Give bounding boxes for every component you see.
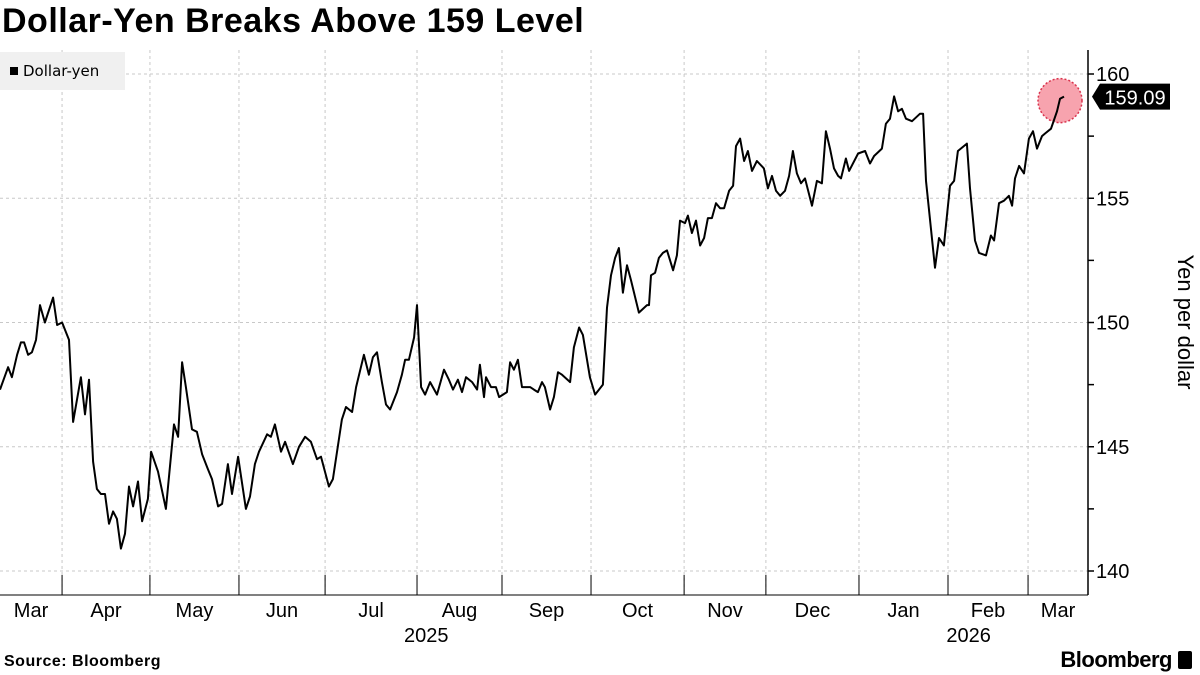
x-tick-label: Jun: [266, 600, 298, 622]
y-tick-label: 145: [1096, 437, 1129, 459]
year-label: 2025: [404, 625, 449, 647]
x-tick-label: Oct: [622, 600, 654, 622]
series-line-dollar-yen: [0, 95, 1065, 550]
year-label: 2026: [946, 625, 991, 647]
bloomberg-logo: Bloomberg: [1060, 647, 1192, 673]
bloomberg-mark-icon: [1178, 651, 1192, 669]
legend-label: Dollar-yen: [23, 62, 100, 80]
x-tick-label: Mar: [1041, 600, 1076, 622]
last-value-label: 159.09: [1104, 88, 1165, 110]
y-tick-label: 155: [1096, 188, 1129, 210]
x-tick-label: Jul: [358, 600, 384, 622]
y-axis-label: Yen per dollar: [1173, 255, 1198, 390]
x-tick-label: Jan: [887, 600, 919, 622]
x-tick-label: Feb: [971, 600, 1005, 622]
y-tick-label: 150: [1096, 313, 1129, 335]
x-tick-label: Nov: [707, 600, 743, 622]
last-value-tag: [1092, 83, 1170, 110]
x-tick-label: Mar: [14, 600, 49, 622]
legend: Dollar-yen: [0, 52, 125, 90]
x-tick-label: Aug: [442, 600, 478, 622]
x-tick-label: Dec: [795, 600, 831, 622]
y-tick-label: 160: [1096, 64, 1129, 86]
chart-title: Dollar-Yen Breaks Above 159 Level: [2, 2, 585, 40]
x-tick-label: Apr: [90, 600, 121, 622]
x-tick-label: May: [176, 600, 214, 622]
brand-name: Bloomberg: [1060, 647, 1172, 672]
x-tick-label: Sep: [529, 600, 565, 622]
legend-swatch: [10, 67, 18, 75]
source-note: Source: Bloomberg: [4, 653, 161, 670]
y-tick-label: 140: [1096, 561, 1129, 583]
